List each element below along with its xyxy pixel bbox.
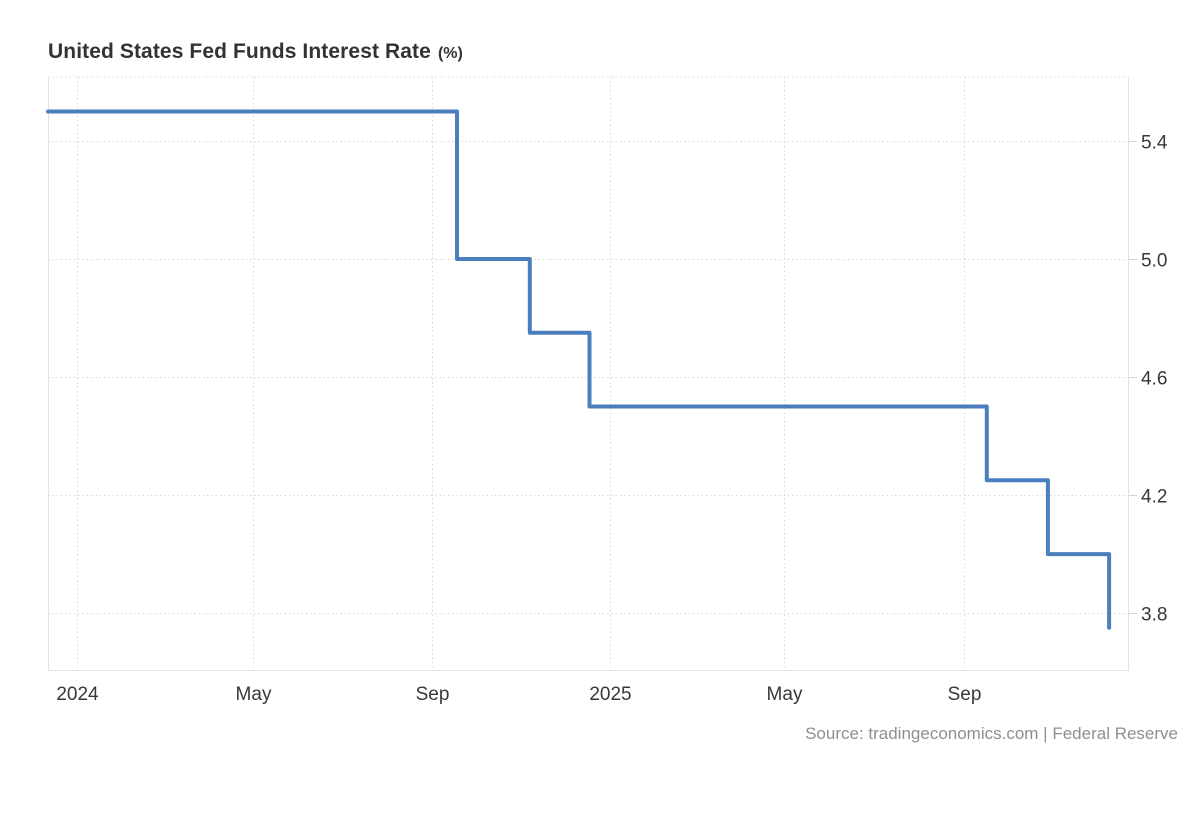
y-tick-label: 5.0 [1141,251,1167,272]
y-tick-label: 4.6 [1141,369,1167,390]
x-tick-label: May [236,684,272,705]
x-tick-label: May [767,684,803,705]
x-tick-label: 2025 [589,684,631,705]
rate-step-line [46,109,1112,630]
source-attribution: Source: tradingeconomics.com | Federal R… [805,724,1178,743]
y-tick-label: 4.2 [1141,487,1167,508]
y-tick-label: 5.4 [1141,133,1168,154]
chart-title-unit: (%) [437,45,463,62]
x-tick-label: 2024 [56,684,99,705]
x-tick-label: Sep [948,684,982,705]
chart-title-text: United States Fed Funds Interest Rate [48,40,431,63]
y-tick-label: 3.8 [1141,605,1167,626]
x-tick-label: Sep [416,684,450,705]
chart-title: United States Fed Funds Interest Rate (%… [48,40,463,64]
